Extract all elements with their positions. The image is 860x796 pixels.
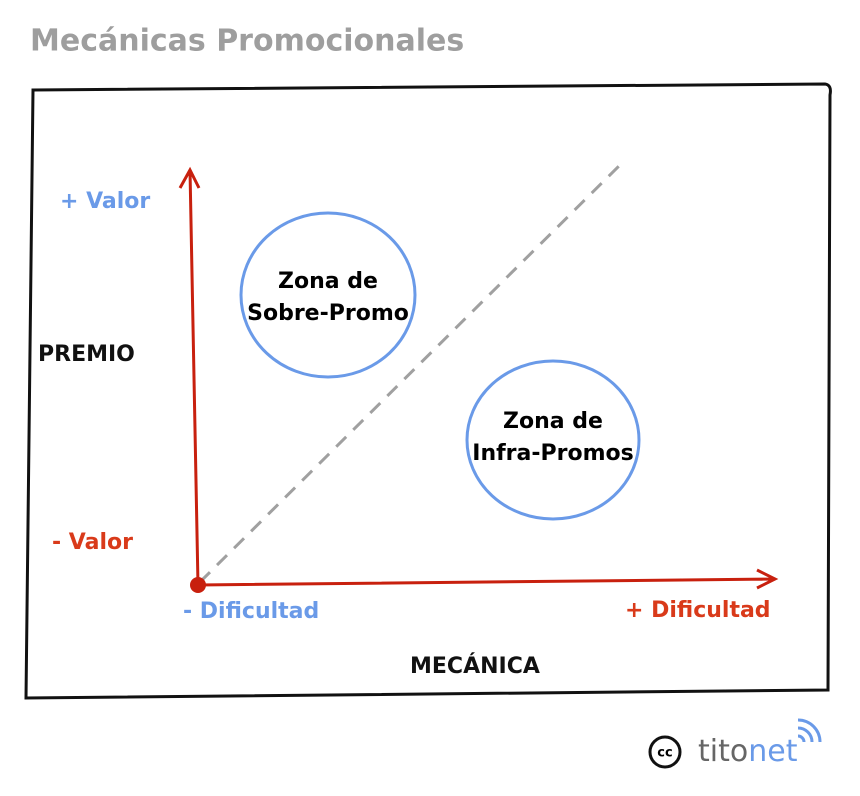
zone-circle (239, 211, 417, 379)
zone-circle (465, 359, 641, 521)
brand-b: net (748, 734, 797, 769)
title: Mecánicas Promocionales (30, 24, 464, 59)
origin (190, 577, 206, 593)
cc-icon (648, 735, 682, 769)
zone-label: Sobre-Promo (247, 301, 409, 326)
zone-label: Infra-Promos (472, 441, 633, 466)
x-high: + Dificultad (625, 598, 771, 623)
brand: titonet (698, 734, 798, 769)
zone-label: Zona de (503, 409, 603, 434)
diagonal (198, 158, 627, 584)
x-low: - Dificultad (183, 599, 319, 624)
frame (24, 82, 832, 700)
cc-text: cc (657, 746, 672, 761)
y-high: + Valor (60, 189, 150, 214)
signal-icon (797, 718, 822, 743)
x-label: MECÁNICA (410, 653, 540, 679)
y-label: PREMIO (38, 342, 135, 367)
y-low: - Valor (52, 530, 133, 555)
zone-label: Zona de (278, 269, 378, 294)
y-arrow (178, 166, 201, 586)
x-arrow (197, 568, 779, 590)
brand-a: tito (698, 734, 748, 769)
